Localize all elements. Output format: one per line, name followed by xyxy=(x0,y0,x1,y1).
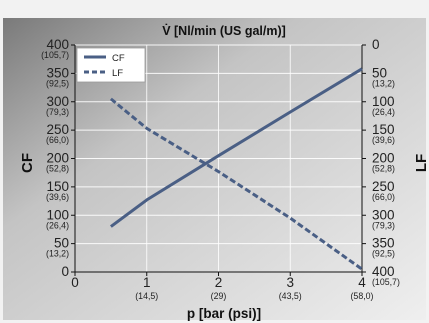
x-tick-label: 0 xyxy=(71,275,79,290)
y-right-tick-label: 150 xyxy=(372,122,395,137)
legend: CF LF xyxy=(76,47,146,83)
y-left-tick-label: 350 xyxy=(46,65,69,80)
y-right-tick-label: 400 xyxy=(372,264,395,279)
series-line-cf xyxy=(110,67,363,228)
y-left-tick-label: 150 xyxy=(46,179,69,194)
y-right-tick-sublabel: (105,7) xyxy=(372,277,400,287)
y-left-tick-label: 400 xyxy=(46,37,69,52)
x-tick-sublabel: (43,5) xyxy=(279,291,302,301)
x-axis-label: p [bar (psi)] xyxy=(187,306,261,321)
y-left-tick-sublabel: (92,5) xyxy=(46,78,69,88)
y-right-tick-label: 100 xyxy=(372,94,395,109)
y-left-tick-sublabel: (26,4) xyxy=(46,220,69,230)
y-right-tick-label: 50 xyxy=(372,65,387,80)
legend-box xyxy=(76,47,146,83)
y-right-tick-sublabel: (39,6) xyxy=(372,135,395,145)
y-left-axis-label: CF xyxy=(19,153,36,173)
x-tick-sublabel: (29) xyxy=(211,291,227,301)
y-right-tick-sublabel: (66,0) xyxy=(372,192,395,202)
series xyxy=(109,67,363,271)
y-left-tick-sublabel: (39,6) xyxy=(46,192,69,202)
series-line-lf xyxy=(109,97,363,271)
x-tick-sublabel: (14,5) xyxy=(135,291,158,301)
y-right-tick-label: 200 xyxy=(372,151,395,166)
x-tick-sublabel: (58,0) xyxy=(351,291,374,301)
y-left-tick-sublabel: (79,3) xyxy=(46,107,69,117)
y-left-tick-label: 200 xyxy=(46,151,69,166)
y-left-tick-sublabel: (52,8) xyxy=(46,164,69,174)
tick-labels: 050(13,2)100(26,4)150(39,6)200(52,8)250(… xyxy=(41,37,400,301)
y-right-tick-label: 0 xyxy=(372,37,380,52)
x-tick-label: 2 xyxy=(215,275,223,290)
grid xyxy=(75,44,363,272)
y-right-tick-label: 250 xyxy=(372,179,395,194)
chart-title: V̇ [Nl/min (US gal/m)] xyxy=(162,23,286,38)
x-tick-label: 1 xyxy=(143,275,151,290)
y-left-tick-sublabel: (105,7) xyxy=(41,50,69,60)
y-left-tick-label: 0 xyxy=(61,264,69,279)
y-left-tick-sublabel: (13,2) xyxy=(46,249,69,259)
y-right-tick-sublabel: (26,4) xyxy=(372,107,395,117)
y-right-axis-label: LF xyxy=(413,154,429,172)
y-left-tick-label: 300 xyxy=(46,94,69,109)
y-right-tick-label: 350 xyxy=(372,236,395,251)
x-tick-label: 3 xyxy=(286,275,294,290)
legend-label-lf: LF xyxy=(112,68,123,79)
x-tick-label: 4 xyxy=(358,275,366,290)
axes xyxy=(71,44,366,276)
y-left-tick-label: 250 xyxy=(46,122,69,137)
y-right-tick-sublabel: (79,3) xyxy=(372,220,395,230)
y-right-tick-sublabel: (52,8) xyxy=(372,164,395,174)
y-right-tick-sublabel: (13,2) xyxy=(372,78,395,88)
y-right-tick-sublabel: (92,5) xyxy=(372,249,395,259)
legend-label-cf: CF xyxy=(112,53,125,64)
y-left-tick-label: 50 xyxy=(54,236,69,251)
y-right-tick-label: 300 xyxy=(372,207,395,222)
y-left-tick-label: 100 xyxy=(46,207,69,222)
plot-background xyxy=(3,18,426,320)
y-left-tick-sublabel: (66,0) xyxy=(46,135,69,145)
